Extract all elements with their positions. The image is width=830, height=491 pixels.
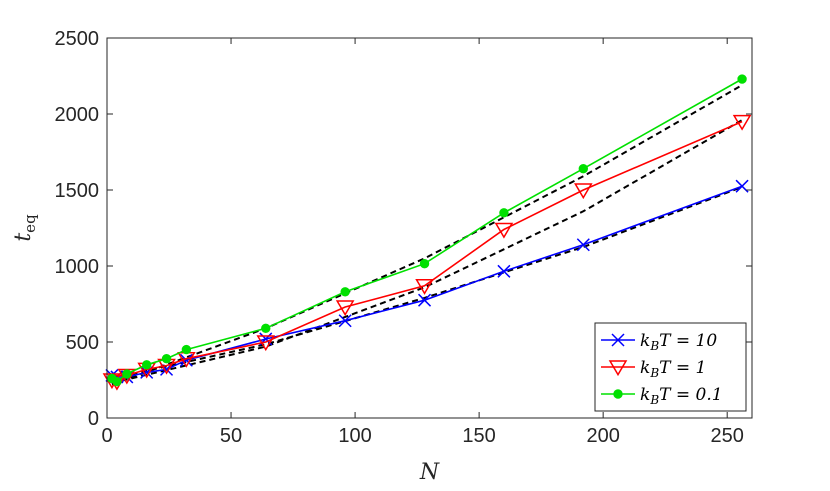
y-tick-label: 1500 [55, 180, 100, 202]
x-tick-label: 100 [338, 425, 371, 447]
x-tick-label: 200 [586, 425, 619, 447]
y-tick-label: 1000 [55, 256, 100, 278]
legend-label-sub: B [649, 393, 659, 407]
legend-label: kBT = 0.1 [640, 385, 723, 407]
series-2-point [335, 300, 355, 317]
x-tick-label: 250 [711, 425, 744, 447]
series-2-point [573, 183, 593, 200]
y-tick-label: 2500 [55, 28, 100, 50]
y-tick-label: 0 [88, 408, 99, 430]
legend-label-k: k [640, 358, 650, 378]
series-3-point [141, 360, 152, 370]
legend-label-sub: B [649, 366, 659, 380]
legend-label-sub: B [649, 339, 659, 353]
legend-label: kBT = 10 [640, 331, 717, 353]
series-3-point [161, 354, 172, 364]
axis-ticks [106, 37, 752, 419]
legend-label: kBT = 1 [640, 358, 706, 380]
series-2-point [415, 279, 434, 295]
series-1-point [576, 238, 590, 252]
legend-item-3: kBT = 0.1 [601, 385, 723, 407]
series-3-point [578, 164, 589, 174]
y-tick-label: 500 [66, 332, 99, 354]
y-axis-label: teq [11, 214, 39, 242]
fit-lines [111, 84, 743, 386]
series-3-point [340, 287, 350, 297]
series-3 [107, 74, 747, 387]
fit-line-1 [111, 186, 743, 380]
series-3-point [499, 208, 509, 218]
series-2-point [732, 114, 752, 131]
legend-label-rest: T = 1 [659, 358, 706, 378]
series-1-point [338, 314, 352, 328]
legend-label-k: k [640, 385, 650, 405]
series-2-point [256, 335, 276, 352]
x-axis-label: N [419, 460, 440, 485]
series-2-point [494, 222, 514, 239]
series-1-point [418, 293, 432, 307]
series-3-point [112, 376, 122, 387]
legend-item-2: kBT = 1 [601, 358, 706, 380]
series-3-point [261, 323, 271, 334]
legend-marker [608, 360, 628, 377]
y-tick-label: 2000 [55, 104, 100, 126]
x-tick-label: 150 [462, 425, 495, 447]
fit-line-2 [111, 119, 743, 384]
data-series [102, 74, 752, 391]
x-tick-label: 0 [101, 425, 112, 447]
y-axis-label-sub: eq [21, 214, 39, 233]
y-axis-label-main: t [11, 233, 36, 242]
legend-item-1: kBT = 10 [601, 331, 717, 353]
series-3-point [122, 369, 132, 379]
x-tick-label: 50 [220, 425, 242, 447]
plot-frame [106, 37, 753, 419]
series-3-point [737, 74, 747, 84]
legend-marker [611, 333, 625, 347]
legend-label-rest: T = 0.1 [659, 385, 722, 405]
legend-label-k: k [640, 331, 650, 351]
legend-marker [613, 389, 623, 399]
series-3-point [419, 259, 430, 269]
series-3-point [181, 344, 192, 355]
series-1-point [497, 264, 511, 278]
legend-label-rest: T = 10 [659, 331, 717, 351]
series-1-point [179, 353, 193, 367]
